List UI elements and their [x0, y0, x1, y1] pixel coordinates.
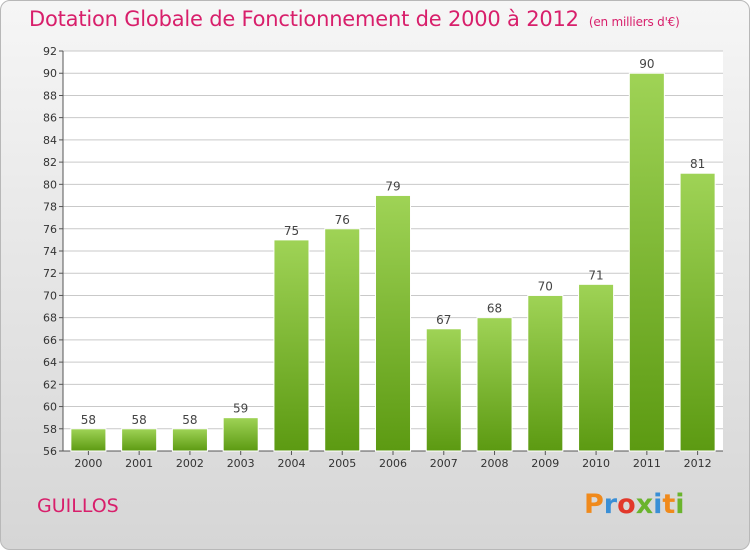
logo-letter: r [603, 489, 618, 520]
x-tick-label: 2010 [582, 457, 610, 470]
bar [527, 294, 564, 452]
bar [273, 239, 310, 452]
bar [70, 428, 107, 452]
y-tick-label: 90 [43, 67, 57, 80]
bar [476, 317, 513, 452]
bar [578, 283, 615, 452]
bar [324, 228, 361, 452]
bar-value-label: 90 [639, 57, 654, 71]
x-tick-label: 2006 [379, 457, 407, 470]
logo-letter: t [662, 489, 676, 520]
bar [374, 194, 412, 452]
x-tick-label: 2003 [227, 457, 255, 470]
bar-value-label: 58 [81, 413, 96, 427]
y-tick-label: 58 [43, 423, 57, 436]
chart-title-text: Dotation Globale de Fonctionnement de 20… [29, 7, 579, 31]
y-tick-label: 88 [43, 89, 57, 102]
logo-letter: o [617, 489, 636, 520]
bar [679, 172, 716, 452]
x-tick-label: 2012 [684, 457, 712, 470]
y-tick-label: 60 [43, 401, 57, 414]
x-tick-label: 2004 [277, 457, 305, 470]
x-tick-label: 2007 [430, 457, 458, 470]
bar-value-label: 58 [132, 413, 147, 427]
bar-value-label: 76 [335, 213, 350, 227]
y-tick-label: 82 [43, 156, 57, 169]
bar [121, 428, 158, 452]
logo-letter: P [584, 489, 604, 520]
logo-letter: i [675, 489, 685, 520]
x-tick-label: 2009 [531, 457, 559, 470]
y-tick-label: 68 [43, 312, 57, 325]
bar-value-label: 58 [182, 413, 197, 427]
y-tick-label: 84 [43, 134, 57, 147]
y-tick-label: 86 [43, 112, 57, 125]
bar-value-label: 81 [690, 157, 705, 171]
x-tick-label: 2011 [633, 457, 661, 470]
chart-title: Dotation Globale de Fonctionnement de 20… [29, 7, 680, 31]
y-tick-label: 62 [43, 378, 57, 391]
bar-value-label: 79 [385, 179, 400, 193]
y-tick-label: 92 [43, 45, 57, 58]
logo-letter: i [653, 489, 663, 520]
bar-value-label: 67 [436, 313, 451, 327]
y-tick-label: 72 [43, 267, 57, 280]
commune-name: GUILLOS [37, 495, 119, 517]
proxiti-logo[interactable]: Proxiti [584, 489, 685, 520]
y-tick-label: 56 [43, 445, 57, 458]
bar [222, 417, 259, 452]
bar-value-label: 70 [538, 279, 553, 293]
bar-value-label: 75 [284, 224, 299, 238]
logo-letter: x [635, 489, 654, 520]
x-tick-label: 2005 [328, 457, 356, 470]
x-tick-label: 2002 [176, 457, 204, 470]
x-tick-label: 2000 [74, 457, 102, 470]
y-tick-label: 70 [43, 289, 57, 302]
y-tick-label: 76 [43, 223, 57, 236]
y-tick-label: 64 [43, 356, 57, 369]
y-tick-label: 66 [43, 334, 57, 347]
x-tick-label: 2001 [125, 457, 153, 470]
y-tick-label: 80 [43, 178, 57, 191]
bar-value-label: 71 [588, 268, 603, 282]
chart-subtitle: (en milliers d'€) [588, 15, 680, 29]
bar [171, 428, 208, 452]
bar [425, 328, 462, 452]
bar-value-label: 59 [233, 402, 248, 416]
x-tick-label: 2008 [481, 457, 509, 470]
y-tick-label: 74 [43, 245, 57, 258]
bar [628, 72, 665, 452]
y-tick-label: 78 [43, 201, 57, 214]
bar-value-label: 68 [487, 302, 502, 316]
